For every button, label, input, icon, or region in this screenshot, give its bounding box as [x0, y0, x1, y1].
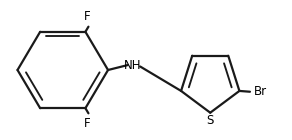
Text: F: F	[84, 117, 90, 130]
Text: NH: NH	[124, 59, 142, 72]
Text: F: F	[84, 10, 90, 23]
Text: S: S	[206, 114, 214, 127]
Text: Br: Br	[254, 85, 267, 98]
